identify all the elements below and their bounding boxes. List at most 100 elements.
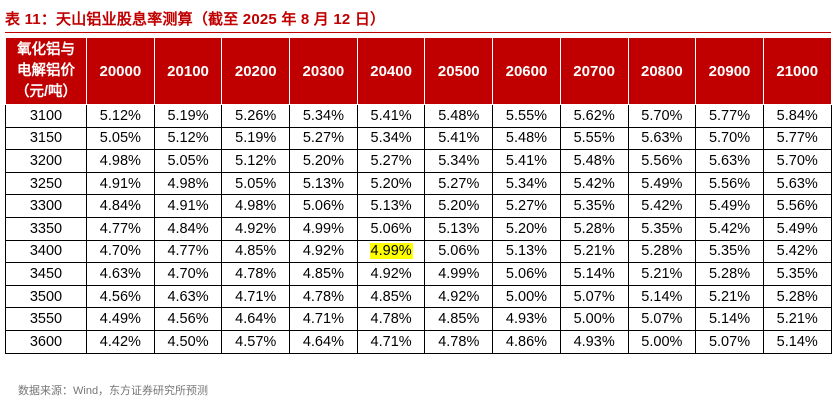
value-cell: 5.26%	[221, 104, 291, 128]
value-cell: 5.56%	[627, 149, 697, 173]
column-header: 20700	[559, 37, 629, 105]
row-label-cell: 3250	[5, 171, 87, 196]
column-header: 20900	[695, 37, 764, 105]
value-cell: 4.92%	[289, 239, 358, 264]
value-cell: 4.91%	[86, 171, 155, 196]
value-cell: 5.70%	[695, 126, 764, 151]
row-label-cell: 3600	[5, 329, 87, 354]
value-cell: 5.48%	[424, 104, 494, 128]
value-cell: 4.85%	[356, 284, 426, 309]
value-cell: 4.57%	[221, 329, 291, 354]
value-cell: 5.35%	[762, 262, 832, 286]
value-cell: 5.00%	[492, 284, 561, 309]
table-row: 3300 4.84% 4.91% 4.98% 5.06% 5.13% 5.20% 5.27% 5…	[5, 194, 832, 218]
value-cell: 5.13%	[289, 171, 358, 196]
row-label-cell: 3450	[5, 262, 87, 286]
value-cell: 4.56%	[86, 284, 155, 309]
value-cell: 5.42%	[695, 216, 764, 241]
row-label-cell: 3300	[5, 194, 87, 218]
value-cell: 4.49%	[86, 307, 155, 331]
value-cell: 4.92%	[424, 284, 494, 309]
table-title: 表 11：天山铝业股息率测算（截至 2025 年 8 月 12 日）	[5, 11, 386, 28]
value-cell: 5.42%	[762, 239, 832, 264]
value-cell: 5.55%	[492, 104, 561, 128]
dividend-yield-table: 氧化铝与 电解铝价 （元/吨） 20000 20100 20200 20300 …	[5, 37, 832, 354]
value-cell: 5.42%	[559, 171, 629, 196]
value-cell: 5.42%	[627, 194, 697, 218]
value-cell: 4.70%	[153, 262, 223, 286]
value-cell: 5.41%	[356, 104, 426, 128]
value-cell: 5.06%	[289, 194, 358, 218]
value-cell: 5.14%	[627, 284, 697, 309]
value-cell: 4.99%	[356, 239, 426, 264]
column-header: 20000	[86, 37, 155, 105]
value-cell: 5.70%	[762, 149, 832, 173]
row-label-cell: 3550	[5, 307, 87, 331]
value-cell: 5.00%	[559, 307, 629, 331]
corner-header-cell: 氧化铝与 电解铝价 （元/吨）	[5, 37, 87, 105]
value-cell: 5.34%	[424, 149, 494, 173]
value-cell: 4.93%	[559, 329, 629, 354]
value-cell: 5.56%	[695, 171, 764, 196]
value-cell: 5.49%	[627, 171, 697, 196]
row-label-cell: 3500	[5, 284, 87, 309]
value-cell: 5.05%	[221, 171, 291, 196]
value-cell: 5.63%	[695, 149, 764, 173]
value-cell: 4.64%	[289, 329, 358, 354]
value-cell: 5.20%	[492, 216, 561, 241]
value-cell: 4.63%	[153, 284, 223, 309]
value-cell: 5.00%	[627, 329, 697, 354]
value-cell: 5.21%	[762, 307, 832, 331]
value-cell: 4.98%	[86, 149, 155, 173]
value-cell: 5.35%	[627, 216, 697, 241]
column-header: 20500	[424, 37, 494, 105]
value-cell: 4.86%	[492, 329, 561, 354]
value-cell: 4.71%	[221, 284, 291, 309]
value-cell: 5.07%	[695, 329, 764, 354]
value-cell: 5.35%	[695, 239, 764, 264]
column-header: 20300	[289, 37, 358, 105]
table-row: 3150 5.05% 5.12% 5.19% 5.27% 5.34% 5.41% 5.48% 5…	[5, 126, 832, 151]
value-cell: 5.84%	[762, 104, 832, 128]
value-cell: 4.85%	[424, 307, 494, 331]
value-cell: 5.49%	[762, 216, 832, 241]
column-header: 20400	[356, 37, 426, 105]
value-cell: 4.71%	[289, 307, 358, 331]
value-cell: 5.20%	[289, 149, 358, 173]
value-cell: 4.85%	[289, 262, 358, 286]
value-cell: 5.14%	[559, 262, 629, 286]
value-cell: 5.62%	[559, 104, 629, 128]
highlighted-value: 4.99%	[369, 243, 413, 260]
value-cell: 5.28%	[627, 239, 697, 264]
value-cell: 4.78%	[221, 262, 291, 286]
value-cell: 4.42%	[86, 329, 155, 354]
value-cell: 5.12%	[153, 126, 223, 151]
value-cell: 4.63%	[86, 262, 155, 286]
value-cell: 4.64%	[221, 307, 291, 331]
value-cell: 5.05%	[86, 126, 155, 151]
table-row: 3350 4.77% 4.84% 4.92% 4.99% 5.06% 5.13% 5.20% 5…	[5, 216, 832, 241]
value-cell: 5.20%	[424, 194, 494, 218]
value-cell: 5.77%	[762, 126, 832, 151]
value-cell: 5.48%	[492, 126, 561, 151]
value-cell: 5.41%	[492, 149, 561, 173]
value-cell: 5.21%	[559, 239, 629, 264]
value-cell: 4.84%	[153, 216, 223, 241]
value-cell: 5.07%	[559, 284, 629, 309]
value-cell: 4.70%	[86, 239, 155, 264]
table-row: 3550 4.49% 4.56% 4.64% 4.71% 4.78% 4.85% 4.93% 5…	[5, 307, 832, 331]
column-header: 20200	[221, 37, 291, 105]
value-cell: 5.27%	[424, 171, 494, 196]
value-cell: 5.77%	[695, 104, 764, 128]
value-cell: 4.93%	[492, 307, 561, 331]
value-cell: 5.13%	[492, 239, 561, 264]
value-cell: 4.99%	[424, 262, 494, 286]
table-row: 3400 4.70% 4.77% 4.85% 4.92% 4.99% 5.06% 5.13% 5…	[5, 239, 832, 264]
value-cell: 4.56%	[153, 307, 223, 331]
value-cell: 4.99%	[289, 216, 358, 241]
value-cell: 5.34%	[492, 171, 561, 196]
value-cell: 5.13%	[356, 194, 426, 218]
value-cell: 4.78%	[356, 307, 426, 331]
column-header: 20600	[492, 37, 561, 105]
value-cell: 5.19%	[153, 104, 223, 128]
